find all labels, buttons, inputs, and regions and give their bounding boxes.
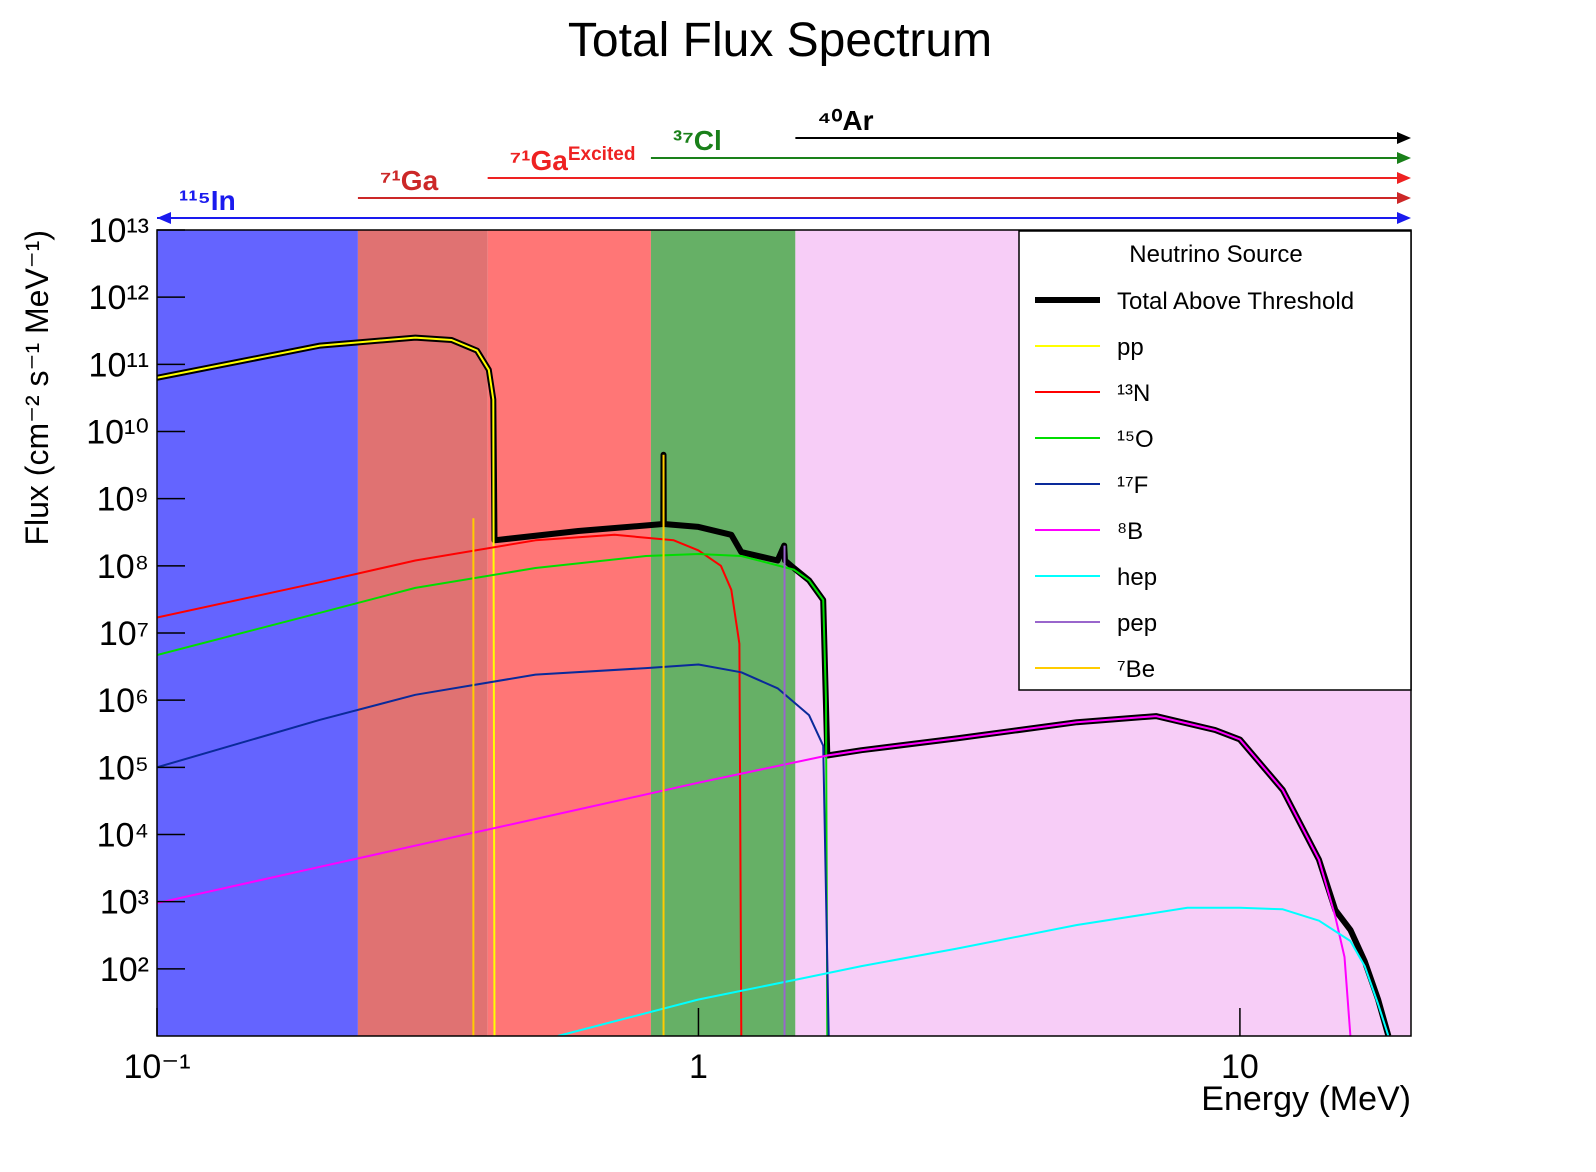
legend-label: ¹³N bbox=[1117, 380, 1150, 407]
arrow-head bbox=[157, 212, 171, 224]
y-tick-label: 10¹³ bbox=[89, 212, 149, 250]
series-line bbox=[157, 663, 830, 1036]
y-tick-label: 10¹² bbox=[89, 279, 149, 317]
axes: 10²10³10⁴10⁵10⁶10⁷10⁸10⁹10¹⁰10¹¹10¹²10¹³… bbox=[86, 212, 1259, 1086]
threshold-band bbox=[157, 230, 358, 1036]
threshold-label: ¹¹⁵In bbox=[179, 185, 236, 216]
legend-label: ¹⁵O bbox=[1117, 426, 1154, 453]
threshold-label: ³⁷Cl bbox=[673, 125, 722, 156]
arrow-head bbox=[1397, 212, 1411, 224]
chart-title: Total Flux Spectrum bbox=[568, 14, 992, 67]
legend-label: Total Above Threshold bbox=[1117, 288, 1354, 315]
series-line bbox=[557, 906, 1390, 1036]
arrow-head bbox=[1397, 172, 1411, 184]
threshold-name: ⁷¹Ga bbox=[380, 165, 439, 196]
threshold-name: ³⁷Cl bbox=[673, 125, 722, 156]
threshold-band bbox=[487, 230, 651, 1036]
series-line bbox=[157, 533, 743, 1036]
legend-title: Neutrino Source bbox=[1129, 241, 1302, 268]
x-tick-label: 10 bbox=[1221, 1048, 1259, 1086]
legend-label: hep bbox=[1117, 564, 1157, 591]
legend-label: pep bbox=[1117, 610, 1157, 637]
legend-label: ⁷Be bbox=[1117, 656, 1155, 683]
threshold-label: ⁴⁰Ar bbox=[817, 105, 873, 136]
x-axis-title: Energy (MeV) bbox=[1201, 1080, 1411, 1118]
x-tick-label: 10⁻¹ bbox=[123, 1048, 190, 1086]
arrow-head bbox=[1397, 132, 1411, 144]
y-tick-label: 10⁴ bbox=[97, 817, 149, 855]
threshold-band bbox=[650, 230, 796, 1036]
threshold-name: ⁴⁰Ar bbox=[817, 105, 873, 136]
legend: Neutrino Source Total Above Threshold pp ¹… bbox=[1018, 230, 1412, 691]
threshold-band bbox=[357, 230, 488, 1036]
legend-box bbox=[1018, 230, 1412, 691]
y-axis-title: Flux (cm⁻² s⁻¹ MeV⁻¹) bbox=[19, 230, 55, 546]
curves bbox=[157, 334, 1392, 1036]
series-line bbox=[157, 715, 1352, 1036]
y-tick-label: 10¹⁰ bbox=[86, 414, 149, 452]
legend-label: pp bbox=[1117, 334, 1144, 361]
y-tick-label: 10¹¹ bbox=[89, 346, 149, 384]
y-tick-label: 10⁶ bbox=[97, 682, 149, 720]
y-tick-label: 10⁵ bbox=[97, 749, 149, 787]
threshold-label: ⁷¹Ga bbox=[380, 165, 439, 196]
threshold-label: ⁷¹GaExcited bbox=[510, 144, 636, 176]
threshold-name: ¹¹⁵In bbox=[179, 185, 236, 216]
arrow-head bbox=[1397, 152, 1411, 164]
y-tick-label: 10⁷ bbox=[99, 615, 149, 653]
y-tick-label: 10⁹ bbox=[97, 481, 149, 519]
arrow-head bbox=[1397, 192, 1411, 204]
x-tick-label: 1 bbox=[689, 1048, 708, 1086]
series-line bbox=[157, 336, 496, 1036]
legend-label: ⁸B bbox=[1117, 518, 1143, 545]
y-tick-label: 10² bbox=[100, 951, 149, 989]
y-tick-label: 10⁸ bbox=[97, 548, 149, 586]
series-line bbox=[157, 553, 829, 1036]
legend-label: ¹⁷F bbox=[1117, 472, 1148, 499]
y-tick-label: 10³ bbox=[100, 884, 149, 922]
threshold-name: ⁷¹Ga bbox=[510, 145, 569, 176]
threshold-superscript: Excited bbox=[568, 144, 636, 165]
